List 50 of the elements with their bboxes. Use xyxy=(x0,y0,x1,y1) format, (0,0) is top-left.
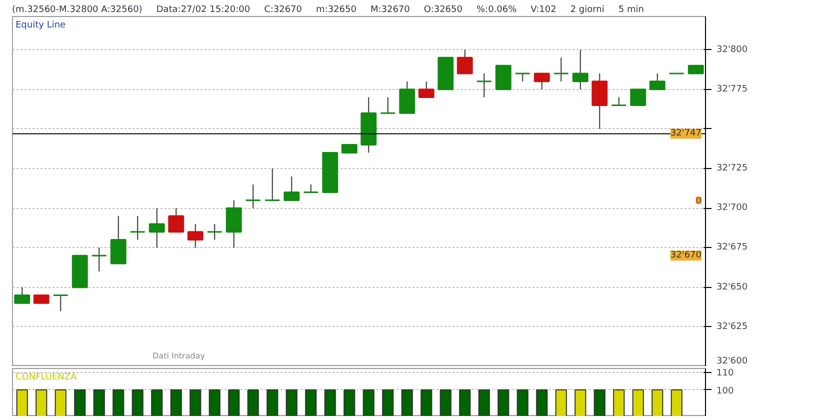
candlestick xyxy=(187,223,204,248)
y-tick-label: 32'700 xyxy=(716,203,748,214)
candlestick xyxy=(630,88,646,106)
candlestick xyxy=(206,223,223,240)
text: (m.32560-M.32800 A:32560) xyxy=(12,5,142,15)
text: m:32650 xyxy=(316,5,356,15)
candlestick xyxy=(534,72,550,90)
candlestick xyxy=(264,168,280,201)
candlestick xyxy=(418,80,434,98)
candlestick xyxy=(284,176,300,201)
text: %:0.06% xyxy=(476,5,517,15)
y-tick-label: 32'725 xyxy=(716,164,748,174)
candlestick xyxy=(495,64,512,90)
candlestick xyxy=(245,184,262,209)
chart-title: CONFLUENZA xyxy=(16,372,78,382)
candlestick xyxy=(14,286,30,304)
y-tick-label: 110 xyxy=(716,368,734,379)
candlestick xyxy=(649,73,666,90)
y-tick-label: 32'600 xyxy=(716,356,748,366)
text: Data:27/02 15:20:00 xyxy=(156,5,250,15)
candlestick xyxy=(130,216,146,240)
candlestick xyxy=(380,96,396,114)
text: V:102 xyxy=(530,5,556,15)
annotation: 32'670 xyxy=(670,250,702,261)
y-tick-label: 32'800 xyxy=(716,44,748,55)
candlestick xyxy=(456,49,473,74)
text: M:32670 xyxy=(370,5,410,15)
y-tick-label: 32'775 xyxy=(716,84,748,94)
y-tick-label: 32'625 xyxy=(716,322,748,332)
chart-title: Equity Line xyxy=(16,20,66,30)
y-tick-label: 32'675 xyxy=(716,242,748,253)
candlestick xyxy=(148,208,165,248)
annotation: Dati Intraday xyxy=(152,352,206,360)
candlestick xyxy=(572,49,588,90)
y-tick-label: 100 xyxy=(716,386,734,396)
text: 5 min xyxy=(618,5,644,15)
candlestick xyxy=(226,200,242,248)
text: C:32670 xyxy=(264,5,302,15)
candlestick xyxy=(110,216,126,264)
candlestick xyxy=(91,247,108,272)
candlestick xyxy=(592,73,608,130)
candlestick xyxy=(476,73,492,98)
ref-line-label: 32'747 xyxy=(670,128,702,139)
text: O:32650 xyxy=(424,5,462,15)
candlestick xyxy=(399,80,416,114)
text: 2 giorni xyxy=(570,5,604,15)
candlestick xyxy=(52,294,69,312)
candlestick xyxy=(168,208,184,233)
candlestick xyxy=(553,57,570,82)
y-tick-label: 32'650 xyxy=(716,282,748,292)
